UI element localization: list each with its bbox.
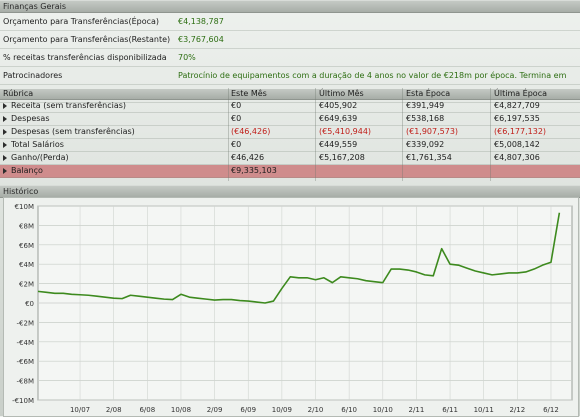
x-tick-label: 6/10 [341, 406, 357, 414]
row-value: €4,138,787 [178, 17, 224, 26]
row-value: 70% [178, 53, 196, 62]
table-row[interactable]: Total Salários €0 €449,559 €339,092 €5,0… [0, 139, 580, 152]
balance-row[interactable]: Balanço €9,335,103 [0, 165, 580, 178]
general-finances-panel: Finanças Gerais Orçamento para Transferê… [0, 0, 580, 103]
cell: (€46,426) [231, 127, 271, 136]
expand-arrow-icon[interactable] [3, 129, 7, 135]
finance-table: Rúbrica Este Mês Último Mês Esta Época Ú… [0, 89, 580, 178]
cell: €339,092 [406, 140, 445, 149]
y-tick-label: -€2M [17, 319, 34, 327]
x-tick-label: 6/09 [240, 406, 256, 414]
header-this-month[interactable]: Este Mês [231, 89, 267, 98]
row-label: Despesas [11, 114, 50, 123]
cell: €449,559 [319, 140, 358, 149]
finance-table-header: Rúbrica Este Mês Último Mês Esta Época Ú… [0, 89, 580, 100]
column-divider [315, 88, 316, 181]
balance-history-chart: €10M €8M €6M €4M €2M €0 -€2M -€4M -€6M -€8M -€10M 1… [12, 203, 573, 414]
y-tick-label: -€10M [12, 397, 34, 405]
row-label: Total Salários [11, 140, 64, 149]
table-row[interactable]: Despesas (sem transferências) (€46,426) … [0, 126, 580, 139]
column-divider [490, 88, 491, 181]
row-label: Orçamento para Transferências(Época) [3, 17, 160, 26]
expand-arrow-icon[interactable] [3, 103, 7, 109]
sponsors-row: Patrocinadores Patrocínio de equipamento… [0, 67, 580, 97]
cell: €46,426 [231, 153, 265, 162]
row-value: €3,767,604 [178, 35, 224, 44]
cell: €391,949 [406, 101, 445, 110]
x-tick-label: 6/12 [543, 406, 559, 414]
row-label: Receita (sem transferências) [11, 101, 127, 110]
row-label: Orçamento para Transferências(Restante) [3, 35, 171, 44]
x-tick-label: 2/10 [308, 406, 324, 414]
y-tick-label: €8M [19, 222, 34, 230]
cell: €1,761,354 [406, 153, 452, 162]
cell: €405,902 [319, 101, 358, 110]
header-this-season[interactable]: Esta Época [406, 89, 451, 98]
series-line [37, 212, 561, 304]
row-label: Despesas (sem transferências) [11, 127, 135, 136]
y-tick-label: €2M [19, 281, 34, 289]
cell: €5,167,208 [319, 153, 365, 162]
cell: €4,827,709 [494, 101, 540, 110]
cell: €649,639 [319, 114, 358, 123]
y-tick-label: -€6M [17, 358, 34, 366]
cell: €0 [231, 114, 242, 123]
x-tick-label: 10/11 [474, 406, 494, 414]
column-divider [402, 88, 403, 181]
history-chart: €10M €8M €6M €4M €2M €0 -€2M -€4M -€6M -€8M -€10M 1… [3, 197, 579, 417]
transfer-budget-season-row: Orçamento para Transferências(Época) €4,… [0, 13, 580, 31]
cell: €0 [231, 140, 242, 149]
y-tick-label: -€8M [17, 378, 34, 386]
transfer-revenue-percent-row: % receitas transferências disponibilizad… [0, 49, 580, 67]
table-row[interactable]: Receita (sem transferências) €0 €405,902… [0, 100, 580, 113]
cell: €6,197,535 [494, 114, 540, 123]
y-tick-label: -€4M [17, 339, 34, 347]
transfer-budget-remaining-row: Orçamento para Transferências(Restante) … [0, 31, 580, 49]
balance-value: €9,335,103 [231, 166, 277, 175]
y-tick-label: €10M [15, 203, 34, 211]
expand-arrow-icon[interactable] [3, 168, 7, 174]
y-tick-label: €6M [19, 242, 34, 250]
row-label: Patrocinadores [3, 71, 63, 80]
general-finances-header: Finanças Gerais [0, 0, 580, 13]
table-row[interactable]: Ganho/(Perda) €46,426 €5,167,208 €1,761,… [0, 152, 580, 165]
y-tick-label: €4M [19, 261, 34, 269]
column-divider [228, 88, 229, 181]
x-tick-label: 2/11 [409, 406, 425, 414]
row-label: % receitas transferências disponibilizad… [3, 53, 167, 62]
expand-arrow-icon[interactable] [3, 155, 7, 161]
x-tick-label: 6/08 [139, 406, 155, 414]
x-tick-label: 10/08 [171, 406, 191, 414]
x-tick-label: 6/11 [442, 406, 458, 414]
cell: (€5,410,944) [319, 127, 372, 136]
x-tick-label: 2/12 [509, 406, 525, 414]
cell: €0 [231, 101, 242, 110]
table-row[interactable]: Despesas €0 €649,639 €538,168 €6,197,535 [0, 113, 580, 126]
row-label: Ganho/(Perda) [11, 153, 69, 162]
cell: €538,168 [406, 114, 445, 123]
cell: €4,807,306 [494, 153, 540, 162]
x-tick-label: 10/09 [272, 406, 292, 414]
x-tick-label: 2/08 [106, 406, 122, 414]
x-tick-label: 10/07 [70, 406, 90, 414]
header-last-season[interactable]: Última Época [494, 89, 548, 98]
balance-label: Balanço [11, 166, 43, 175]
expand-arrow-icon[interactable] [3, 116, 7, 122]
cell: (€6,177,132) [494, 127, 547, 136]
header-item[interactable]: Rúbrica [3, 89, 34, 98]
cell: €5,008,142 [494, 140, 540, 149]
x-tick-label: 2/09 [207, 406, 223, 414]
x-tick-label: 10/10 [373, 406, 393, 414]
y-tick-label: €0 [25, 300, 34, 308]
expand-arrow-icon[interactable] [3, 142, 7, 148]
header-last-month[interactable]: Último Mês [319, 89, 364, 98]
cell: (€1,907,573) [406, 127, 459, 136]
